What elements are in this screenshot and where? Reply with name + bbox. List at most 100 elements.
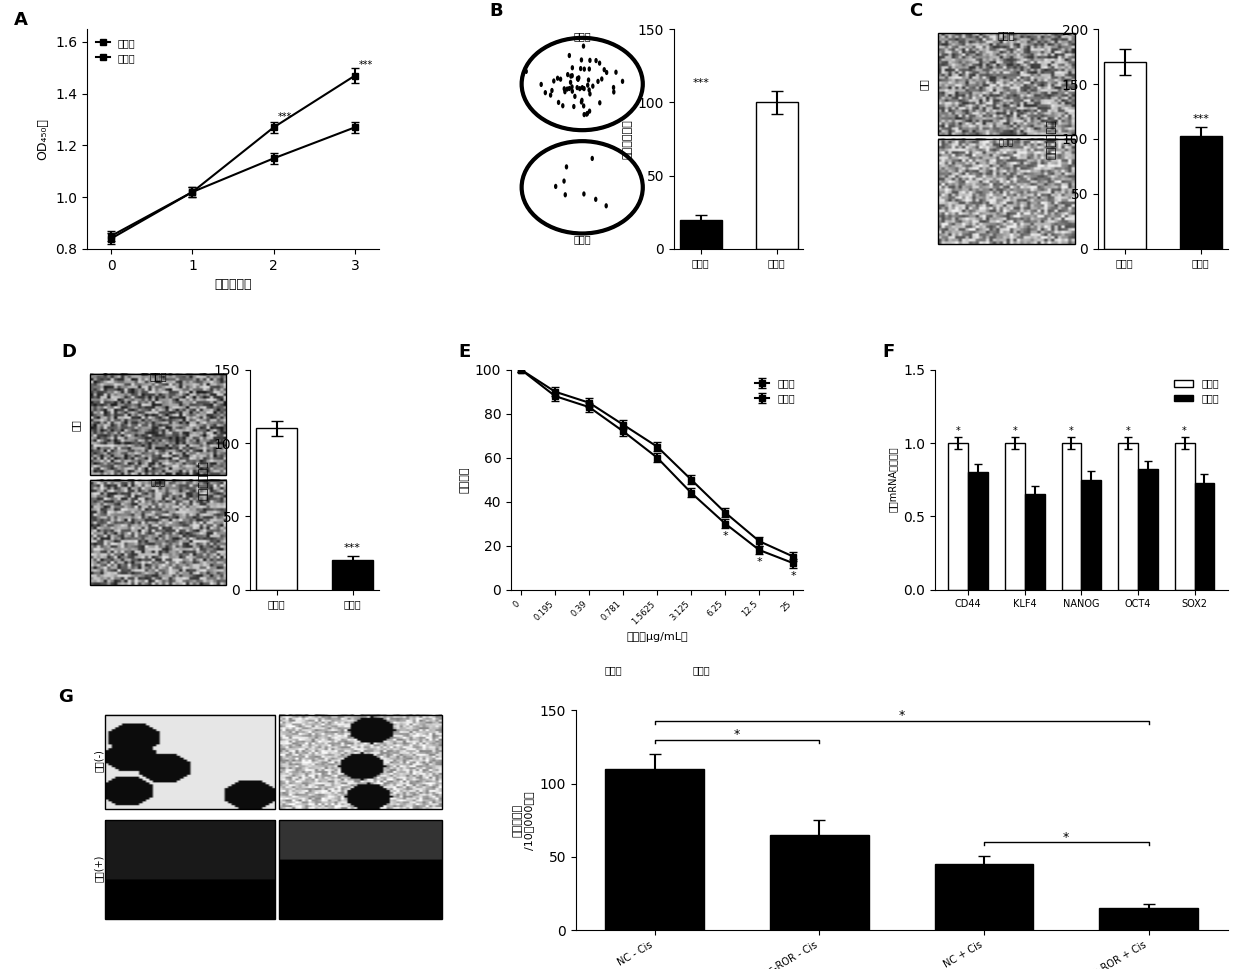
Text: 侵袭: 侵袭 <box>71 419 81 430</box>
Ellipse shape <box>522 141 642 234</box>
Bar <box>1024 494 1044 589</box>
Circle shape <box>575 76 579 81</box>
Text: *: * <box>1063 830 1069 844</box>
Circle shape <box>585 111 589 117</box>
Circle shape <box>565 86 569 92</box>
Circle shape <box>583 191 585 197</box>
Y-axis label: OD₄₅₀値: OD₄₅₀値 <box>36 118 50 160</box>
Text: *: * <box>723 531 728 541</box>
Text: *: * <box>734 729 740 741</box>
Text: *: * <box>1126 426 1131 436</box>
Bar <box>105 715 275 809</box>
Circle shape <box>587 82 589 88</box>
Bar <box>605 769 704 930</box>
Legend: 对照组, 实验组: 对照组, 实验组 <box>92 34 139 67</box>
Text: ***: *** <box>360 60 373 70</box>
Text: ***: *** <box>1193 114 1209 124</box>
Circle shape <box>585 110 589 116</box>
Text: *: * <box>956 426 961 436</box>
Bar <box>89 480 227 585</box>
Circle shape <box>588 91 591 97</box>
Circle shape <box>539 81 543 87</box>
Text: G: G <box>58 688 73 705</box>
Circle shape <box>556 76 559 80</box>
Circle shape <box>578 86 582 91</box>
Text: ***: *** <box>692 78 709 88</box>
Text: 对照组: 对照组 <box>573 31 591 42</box>
Circle shape <box>583 86 585 91</box>
Circle shape <box>569 79 573 85</box>
Y-axis label: 迁移细胞数目: 迁移细胞数目 <box>1047 119 1056 159</box>
Circle shape <box>588 66 591 72</box>
Circle shape <box>560 103 564 109</box>
Y-axis label: 克隆形成数目: 克隆形成数目 <box>622 119 632 159</box>
Bar <box>949 443 968 589</box>
Bar <box>755 103 797 249</box>
Circle shape <box>588 58 591 63</box>
Text: E: E <box>459 343 470 360</box>
Circle shape <box>552 78 556 83</box>
Circle shape <box>580 57 583 63</box>
Circle shape <box>559 77 562 81</box>
Bar <box>331 560 373 589</box>
Text: ***: *** <box>278 111 291 121</box>
X-axis label: 时间（天）: 时间（天） <box>215 278 252 291</box>
Circle shape <box>572 104 575 109</box>
Circle shape <box>594 197 598 202</box>
Circle shape <box>598 60 601 66</box>
Circle shape <box>579 66 583 71</box>
Circle shape <box>562 178 565 184</box>
Circle shape <box>596 78 600 84</box>
Bar <box>279 715 441 809</box>
X-axis label: 顺铂（μg/mL）: 顺铂（μg/mL） <box>626 632 688 641</box>
Circle shape <box>569 74 573 78</box>
Circle shape <box>543 90 547 95</box>
Circle shape <box>580 100 583 105</box>
Text: D: D <box>61 343 76 360</box>
Circle shape <box>570 73 574 78</box>
Circle shape <box>600 77 604 81</box>
Circle shape <box>583 112 585 117</box>
Bar <box>968 472 988 589</box>
Y-axis label: 成球细胞数
/10，000细胞: 成球细胞数 /10，000细胞 <box>512 791 534 850</box>
Bar <box>105 821 275 920</box>
Circle shape <box>568 86 572 91</box>
Circle shape <box>613 89 615 95</box>
Circle shape <box>570 65 574 71</box>
Circle shape <box>621 78 624 84</box>
Bar <box>1194 483 1214 589</box>
Circle shape <box>577 77 580 82</box>
Bar <box>937 34 1075 135</box>
Circle shape <box>580 98 584 103</box>
Circle shape <box>577 76 580 80</box>
Text: *: * <box>756 557 763 568</box>
Bar <box>255 428 298 589</box>
Circle shape <box>583 67 587 72</box>
Circle shape <box>605 70 609 75</box>
Circle shape <box>573 94 577 99</box>
Bar <box>1180 136 1221 249</box>
Circle shape <box>588 87 590 93</box>
Circle shape <box>590 156 594 161</box>
Circle shape <box>557 100 560 105</box>
Circle shape <box>563 89 567 94</box>
Legend: 对照组, 实验组: 对照组, 实验组 <box>751 375 799 407</box>
Circle shape <box>568 53 572 58</box>
Text: 顺铂(+): 顺铂(+) <box>94 855 104 883</box>
Text: *: * <box>1182 426 1187 436</box>
Circle shape <box>551 88 553 93</box>
Circle shape <box>604 203 608 208</box>
Bar <box>279 821 441 920</box>
Circle shape <box>603 67 606 73</box>
Text: 迁移: 迁移 <box>919 78 929 90</box>
Text: 实验组: 实验组 <box>150 479 166 487</box>
Circle shape <box>525 69 528 74</box>
Text: 对照组: 对照组 <box>149 371 167 381</box>
Text: F: F <box>883 343 895 360</box>
Bar <box>1081 480 1101 589</box>
Bar <box>1061 443 1081 589</box>
Circle shape <box>614 70 618 75</box>
Circle shape <box>580 85 584 90</box>
Circle shape <box>588 109 591 113</box>
Y-axis label: 相关mRNA表达水平: 相关mRNA表达水平 <box>888 447 898 513</box>
